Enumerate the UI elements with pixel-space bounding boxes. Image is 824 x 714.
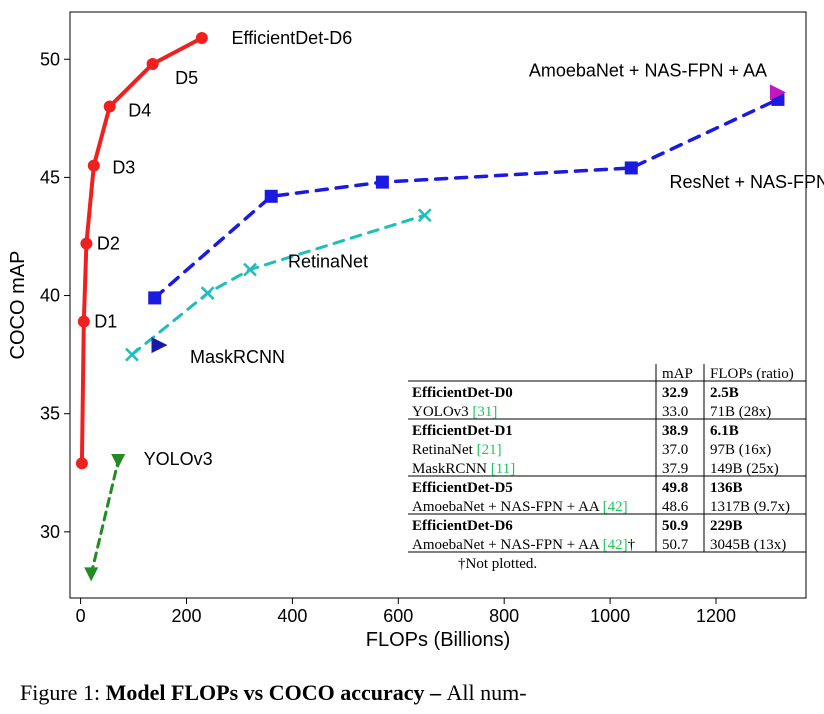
- table-cell-map: 38.9: [662, 423, 688, 439]
- point-label: D4: [128, 101, 151, 121]
- x-tick-label: 200: [171, 606, 201, 626]
- table-cell-name: EfficientDet-D5: [412, 480, 513, 496]
- table-cell-map: 37.9: [662, 461, 688, 477]
- point-label: D1: [94, 312, 117, 332]
- table-cell-map: 48.6: [662, 499, 689, 515]
- figure-caption: Figure 1: Model FLOPs vs COCO accuracy –…: [0, 680, 824, 706]
- table-cell-name: AmoebaNet + NAS-FPN + AA [42]: [412, 499, 628, 515]
- table-cell-flops: 229B: [710, 518, 743, 534]
- table-header-map: mAP: [662, 366, 693, 382]
- table-footnote: †Not plotted.: [458, 556, 537, 572]
- table-cell-flops: 71B (28x): [710, 404, 771, 420]
- table-cell-name: EfficientDet-D0: [412, 385, 513, 401]
- y-tick-label: 30: [40, 522, 60, 542]
- point-label: D2: [97, 234, 120, 254]
- y-tick-label: 50: [40, 49, 60, 69]
- table-cell-flops: 2.5B: [710, 385, 739, 401]
- table-cell-flops: 3045B (13x): [710, 537, 786, 553]
- caption-bold: Model FLOPs vs COCO accuracy –: [106, 680, 447, 705]
- table-cell-name: AmoebaNet + NAS-FPN + AA [42]†: [412, 537, 636, 553]
- table-cell-flops: 6.1B: [710, 423, 739, 439]
- figure-container: 0 200 400 600 800 1000 1200 30 35 40 45 50 FLOPs (Bi…: [0, 0, 824, 714]
- series-label: YOLOv3: [144, 449, 213, 469]
- y-tick-label: 40: [40, 286, 60, 306]
- point-label: EfficientDet-D6: [231, 28, 352, 48]
- table-cell-name: EfficientDet-D6: [412, 518, 513, 534]
- x-tick-label: 600: [383, 606, 413, 626]
- table-cell-flops: 149B (25x): [710, 461, 779, 477]
- table-cell-map: 50.9: [662, 518, 688, 534]
- table-cell-name: EfficientDet-D1: [412, 423, 513, 439]
- point-label: D3: [112, 158, 135, 178]
- table-cell-name: MaskRCNN [11]: [412, 461, 515, 477]
- x-axis-label: FLOPs (Billions): [366, 629, 510, 651]
- caption-tail: All num-: [447, 680, 527, 705]
- x-tick-label: 1000: [590, 606, 630, 626]
- table-cell-flops: 1317B (9.7x): [710, 499, 790, 515]
- y-axis-label: COCO mAP: [7, 251, 29, 360]
- table-header-flops: FLOPs (ratio): [710, 366, 794, 382]
- y-tick-label: 35: [40, 404, 60, 424]
- series-label: MaskRCNN: [190, 347, 285, 367]
- table-cell-name: YOLOv3 [31]: [412, 404, 497, 420]
- caption-prefix: Figure 1:: [20, 680, 106, 705]
- y-tick-label: 45: [40, 167, 60, 187]
- x-tick-label: 800: [489, 606, 519, 626]
- x-tick-label: 0: [76, 606, 86, 626]
- series-label: AmoebaNet + NAS-FPN + AA: [529, 60, 767, 80]
- chart-svg: 0 200 400 600 800 1000 1200 30 35 40 45 50 FLOPs (Bi…: [0, 0, 824, 670]
- series-maskrcnn: MaskRCNN: [190, 347, 285, 367]
- point-label: D5: [175, 68, 198, 88]
- table-cell-flops: 97B (16x): [710, 442, 771, 458]
- x-tick-label: 400: [277, 606, 307, 626]
- table-cell-map: 37.0: [662, 442, 688, 458]
- x-tick-label: 1200: [696, 606, 736, 626]
- table-cell-flops: 136B: [710, 480, 743, 496]
- table-cell-name: RetinaNet [21]: [412, 442, 502, 458]
- series-amoebanet-nasfpn-aa: AmoebaNet + NAS-FPN + AA: [529, 60, 767, 80]
- table-cell-map: 49.8: [662, 480, 688, 496]
- table-cell-map: 32.9: [662, 385, 688, 401]
- series-label: ResNet + NAS-FPN: [669, 172, 824, 192]
- table-cell-map: 50.7: [662, 537, 689, 553]
- series-label: RetinaNet: [288, 252, 368, 272]
- table-cell-map: 33.0: [662, 404, 688, 420]
